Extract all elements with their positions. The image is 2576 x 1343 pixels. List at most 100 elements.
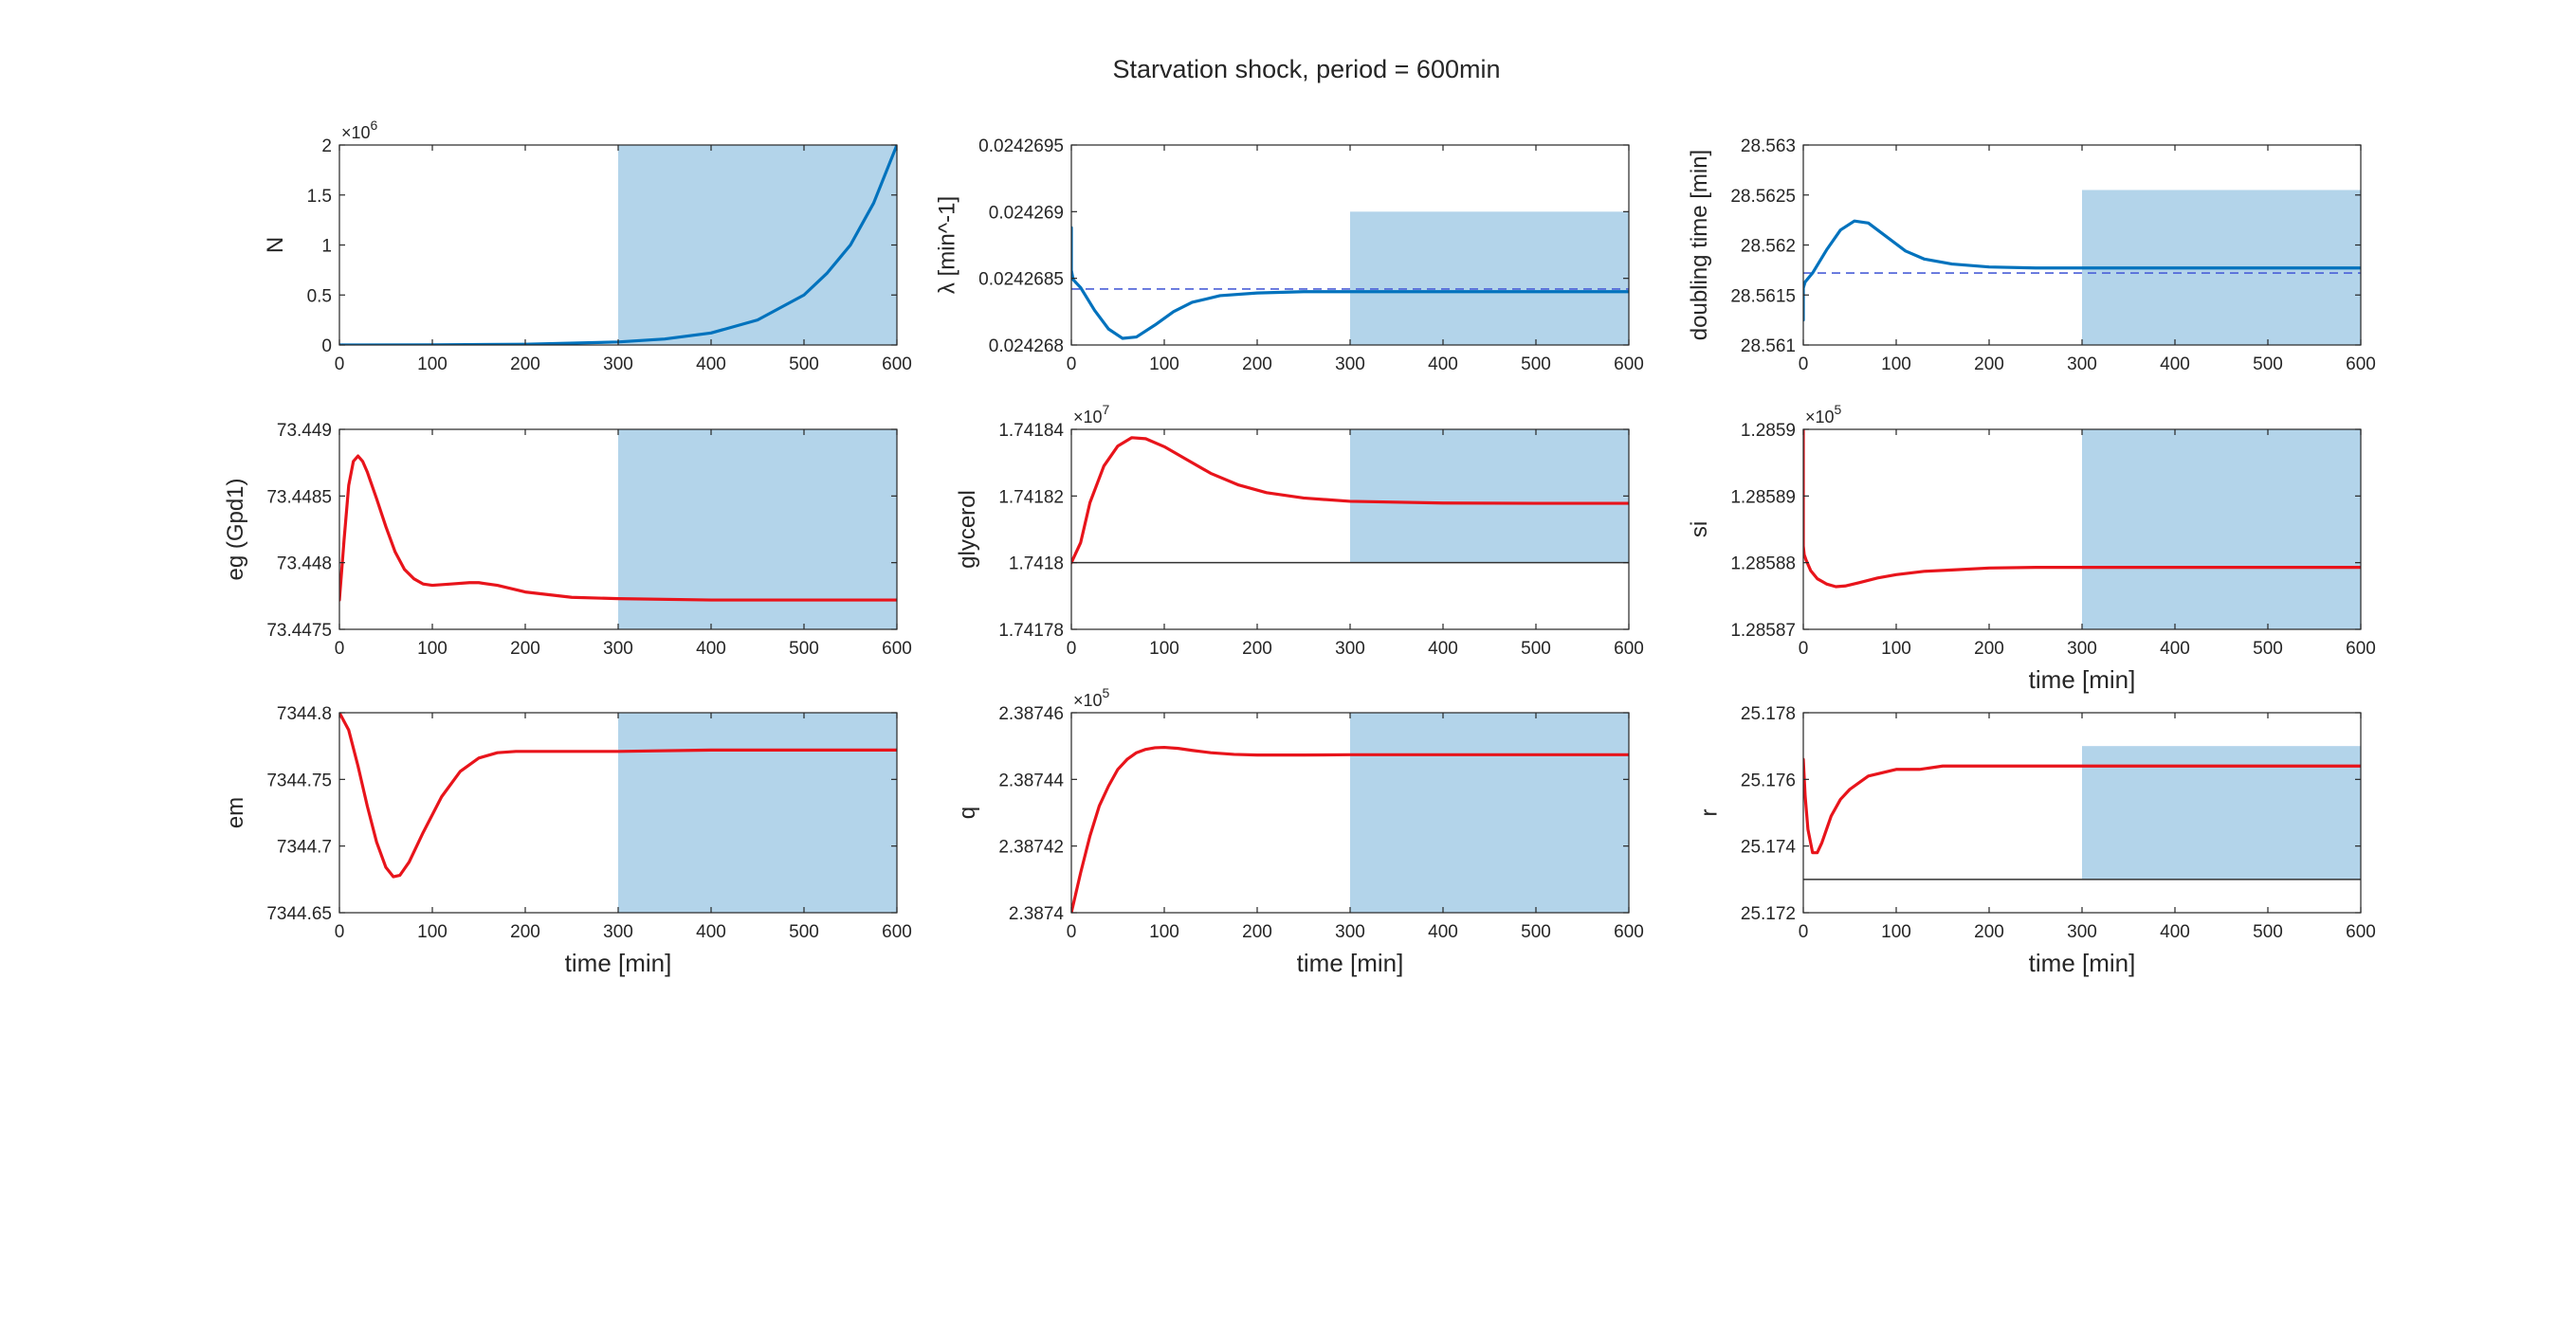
x-tick-label: 200 [1974, 639, 2004, 659]
x-tick-label: 0 [335, 639, 345, 659]
y-tick-label: 2.3874 [1009, 904, 1065, 924]
y-tick-label: 1.74178 [998, 621, 1064, 641]
y-tick-label: 1.74182 [998, 487, 1064, 507]
subplot-q: 0 100 200 300 400 500 600 2.3874 2.38742 2.38744 2… [955, 685, 1644, 977]
x-tick-label: 400 [696, 354, 726, 374]
x-tick-label: 0 [1799, 639, 1809, 659]
subplot-N: 0 100 200 300 400 500 600 0 0.5 1 1.5 2 ×106 N [263, 118, 912, 374]
subplot-grid: 0 100 200 300 400 500 600 0 0.5 1 1.5 2 ×106 N 0 100 200… [223, 118, 2376, 977]
y-tick-label: 25.176 [1741, 771, 1796, 790]
y-tick-label: 28.563 [1741, 136, 1796, 156]
y-tick-label: 1 [321, 237, 332, 257]
x-tick-label: 500 [2253, 354, 2283, 374]
y-tick-label: 1.7418 [1009, 554, 1064, 574]
series-line-0 [1071, 745, 1629, 913]
subplot-r: 0 100 200 300 400 500 600 25.172 25.174 25.176 25.… [1696, 704, 2375, 977]
y-tick-label: 2.38746 [998, 704, 1064, 724]
y-axis-label: N [263, 237, 288, 253]
shaded-region [618, 713, 897, 913]
x-tick-label: 500 [789, 922, 819, 942]
y-tick-label: 1.2859 [1741, 421, 1796, 441]
y-exponent-label: ×106 [341, 118, 378, 142]
x-axis-label: time [min] [2029, 949, 2136, 977]
x-tick-label: 0 [1067, 922, 1077, 942]
subplot-eg: 0 100 200 300 400 500 600 73.4475 73.448 73.4485 7… [223, 421, 912, 659]
x-tick-label: 300 [2067, 639, 2097, 659]
series-line-0 [339, 713, 897, 879]
x-tick-label: 0 [1067, 354, 1077, 374]
x-tick-label: 600 [882, 639, 912, 659]
y-tick-label: 0.0242695 [978, 136, 1064, 156]
x-tick-label: 300 [2067, 354, 2097, 374]
y-tick-label: 73.448 [277, 554, 332, 574]
series-line-0 [1071, 436, 1629, 565]
x-tick-label: 600 [1614, 639, 1644, 659]
y-tick-label: 28.562 [1741, 237, 1796, 257]
shaded-region [1350, 429, 1629, 563]
series-line-0 [339, 145, 897, 345]
x-tick-label: 400 [1428, 354, 1458, 374]
shaded-region [618, 145, 897, 345]
x-tick-label: 300 [1335, 354, 1365, 374]
x-tick-label: 500 [1521, 354, 1551, 374]
x-tick-label: 200 [1242, 922, 1272, 942]
y-axis-label: q [955, 807, 980, 819]
figure-title: Starvation shock, period = 600min [1113, 55, 1501, 83]
y-tick-label: 28.5615 [1730, 286, 1796, 306]
subplot-glycerol: 0 100 200 300 400 500 600 1.74178 1.7418 1.74182 1… [955, 402, 1644, 659]
y-tick-label: 73.4475 [266, 621, 332, 641]
x-tick-label: 400 [696, 922, 726, 942]
subplot-doubling: 0 100 200 300 400 500 600 28.561 28.5615 28.562 28… [1687, 136, 2376, 374]
x-tick-label: 0 [1067, 639, 1077, 659]
x-axis-label: time [min] [565, 949, 672, 977]
y-tick-label: 1.74184 [998, 421, 1064, 441]
x-tick-label: 100 [1881, 639, 1911, 659]
subplot-em: 0 100 200 300 400 500 600 7344.65 7344.7 7344.75 7… [223, 704, 912, 977]
subplot-si: 0 100 200 300 400 500 600 1.28587 1.28588 1.28589… [1687, 402, 2376, 694]
y-axis-label: glycerol [955, 490, 980, 569]
x-tick-label: 500 [789, 639, 819, 659]
x-tick-label: 100 [417, 639, 448, 659]
shaded-region [1350, 713, 1629, 913]
y-tick-label: 2 [321, 136, 332, 156]
shaded-region [2082, 746, 2361, 880]
y-tick-label: 25.172 [1741, 904, 1796, 924]
y-tick-label: 28.5625 [1730, 187, 1796, 207]
shaded-region [2082, 429, 2361, 629]
x-tick-label: 300 [2067, 922, 2097, 942]
x-tick-label: 500 [2253, 639, 2283, 659]
y-tick-label: 7344.8 [277, 704, 332, 724]
x-tick-label: 400 [696, 639, 726, 659]
x-tick-label: 100 [1149, 354, 1179, 374]
x-tick-label: 200 [1242, 639, 1272, 659]
y-tick-label: 73.449 [277, 421, 332, 441]
x-tick-label: 400 [1428, 639, 1458, 659]
x-tick-label: 500 [2253, 922, 2283, 942]
x-tick-label: 600 [882, 354, 912, 374]
x-tick-label: 600 [2346, 922, 2376, 942]
y-tick-label: 0.024269 [989, 203, 1064, 223]
y-tick-label: 25.174 [1741, 838, 1797, 858]
y-exponent-label: ×105 [1073, 685, 1110, 710]
series-line-0 [1803, 219, 2361, 322]
y-tick-label: 1.28589 [1730, 487, 1796, 507]
y-tick-label: 7344.65 [266, 904, 332, 924]
x-tick-label: 300 [1335, 922, 1365, 942]
y-axis-label: eg (Gpd1) [223, 478, 248, 580]
x-tick-label: 200 [1242, 354, 1272, 374]
y-axis-label: r [1696, 809, 1722, 817]
y-axis-label: em [223, 797, 248, 828]
y-tick-label: 0.024268 [989, 336, 1064, 356]
x-tick-label: 0 [1799, 922, 1809, 942]
series-line-0 [1071, 226, 1629, 340]
y-tick-label: 1.5 [307, 187, 332, 207]
y-tick-label: 7344.75 [266, 771, 332, 790]
x-tick-label: 0 [1799, 354, 1809, 374]
shaded-region [1350, 211, 1629, 345]
y-exponent-label: ×107 [1073, 402, 1110, 426]
y-exponent-label: ×105 [1805, 402, 1842, 426]
x-tick-label: 200 [510, 354, 540, 374]
x-tick-label: 400 [2160, 639, 2190, 659]
x-tick-label: 500 [789, 354, 819, 374]
